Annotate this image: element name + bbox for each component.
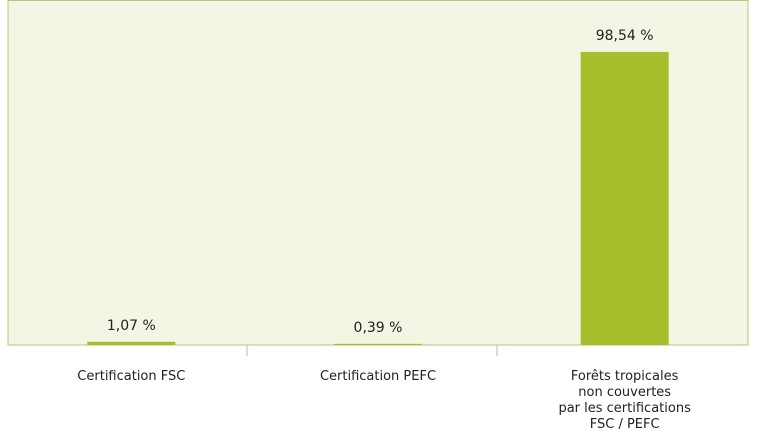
- value-label: 1,07 %: [107, 318, 156, 334]
- bar: [334, 343, 422, 345]
- x-tick-label: Certification FSC: [77, 369, 186, 384]
- bar: [87, 341, 176, 345]
- x-tick-label: Forêts tropicales non couvertes par les …: [558, 369, 691, 432]
- value-label: 0,39 %: [354, 320, 403, 336]
- x-tick-label: Certification PEFC: [319, 369, 437, 384]
- bar: [580, 51, 669, 346]
- value-label: 98,54 %: [596, 28, 654, 44]
